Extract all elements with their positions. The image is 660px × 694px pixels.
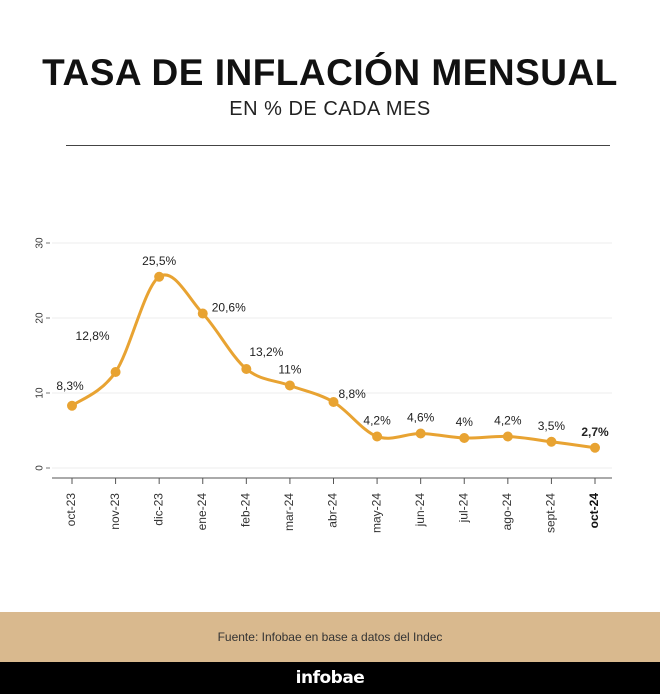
data-point	[110, 367, 121, 377]
data-point	[328, 397, 339, 407]
data-point	[546, 436, 557, 447]
x-tick-label: feb-24	[239, 493, 253, 527]
x-tick-label: may-24	[369, 493, 383, 533]
grid-lines	[52, 242, 612, 469]
x-tick-label: sept-24	[544, 493, 558, 533]
data-labels: 8,3% 12,8% 25,5% 20,6% 13,2% 11% 8,8% 4,2% 4,6% 4…	[56, 254, 609, 439]
data-point	[67, 400, 77, 411]
data-point	[590, 442, 600, 453]
y-axis-ticks: 0 10 20 30	[35, 237, 50, 471]
data-label: 8,3%	[56, 379, 84, 393]
y-tick-label: 10	[35, 387, 46, 399]
data-label: 4,6%	[407, 411, 435, 425]
source-note: Fuente: Infobae en base a datos del Inde…	[217, 630, 443, 644]
data-point	[197, 308, 208, 319]
data-label: 4%	[456, 415, 474, 429]
x-tick-label: dic-23	[151, 493, 165, 526]
data-point	[415, 428, 426, 439]
brand-bar: infobae	[0, 662, 660, 694]
y-tick-label: 30	[35, 237, 46, 249]
x-tick-label: jul-24	[456, 493, 470, 524]
data-point	[372, 431, 383, 442]
data-point	[154, 271, 165, 282]
chart-subtitle: EN % DE CADA MES	[229, 98, 431, 120]
source-band: Fuente: Infobae en base a datos del Inde…	[0, 612, 660, 662]
data-label: 3,5%	[538, 419, 566, 433]
data-label: 25,5%	[142, 254, 176, 268]
data-point	[502, 431, 513, 442]
x-tick-label: oct-24	[587, 493, 601, 529]
data-label: 8,8%	[339, 387, 367, 401]
x-tick-label: mar-24	[282, 493, 296, 531]
y-tick-label: 20	[35, 312, 46, 324]
data-label: 4,2%	[363, 414, 391, 428]
line-chart: 0 10 20 30 oct-23 nov-23 dic-23 ene-24 feb-24 ma…	[35, 237, 612, 533]
x-tick-label: jun-24	[413, 493, 427, 528]
data-point	[284, 380, 295, 391]
x-tick-label: ene-24	[195, 493, 209, 531]
x-tick-label: nov-23	[108, 493, 122, 530]
data-point	[241, 364, 252, 374]
data-label: 4,2%	[494, 414, 522, 428]
data-point	[459, 433, 470, 443]
y-tick-label: 0	[35, 465, 46, 471]
data-label: 11%	[278, 363, 301, 377]
x-axis-ticks: oct-23 nov-23 dic-23 ene-24 feb-24 mar-24 abr-…	[64, 478, 601, 533]
x-tick-label: abr-24	[326, 493, 340, 528]
infobae-logo: infobae	[295, 668, 365, 688]
data-label: 2,7%	[581, 425, 609, 439]
chart-title: TASA DE INFLACIÓN MENSUAL	[42, 52, 618, 93]
x-tick-label: oct-23	[64, 493, 78, 527]
data-label: 20,6%	[212, 301, 246, 315]
data-points	[67, 271, 600, 453]
x-tick-label: ago-24	[500, 493, 514, 531]
data-label: 12,8%	[76, 329, 110, 343]
data-label: 13,2%	[249, 345, 283, 359]
title-divider	[66, 145, 610, 146]
